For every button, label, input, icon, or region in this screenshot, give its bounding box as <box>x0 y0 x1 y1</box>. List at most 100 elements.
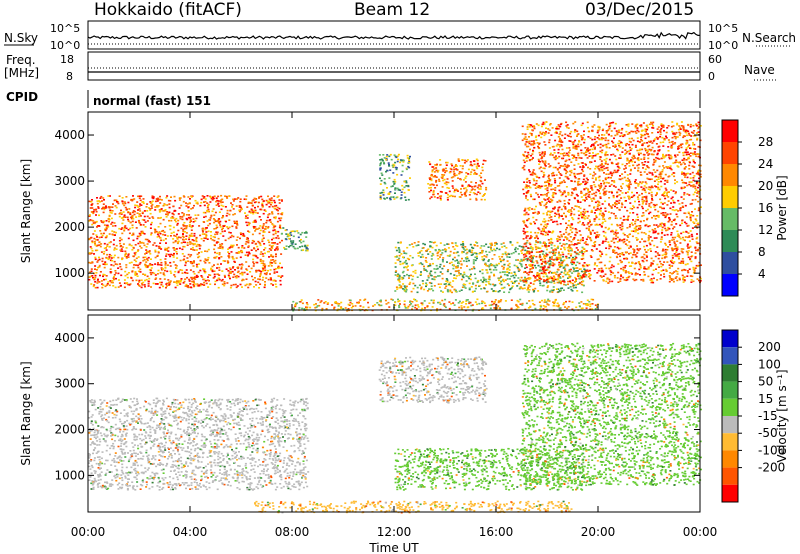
cell <box>96 236 98 238</box>
cell <box>679 127 682 129</box>
cell <box>537 290 540 292</box>
cell <box>403 285 406 287</box>
cell <box>142 198 145 200</box>
cell <box>159 258 162 261</box>
cell <box>594 209 597 211</box>
cell <box>219 226 222 228</box>
cell <box>589 274 592 276</box>
cell <box>292 230 295 232</box>
cell <box>556 302 559 305</box>
cell <box>675 223 678 225</box>
cell <box>131 249 134 251</box>
cell <box>263 286 266 289</box>
cell <box>294 243 297 245</box>
cell <box>625 167 627 169</box>
cell <box>541 201 544 203</box>
cell <box>446 161 449 164</box>
cell <box>539 166 542 169</box>
cell <box>93 253 95 255</box>
cell <box>585 263 588 266</box>
cell <box>587 191 590 194</box>
cell <box>217 218 220 221</box>
cell <box>222 227 224 229</box>
cell <box>599 269 602 272</box>
cell <box>108 207 111 209</box>
cell <box>154 200 157 203</box>
cell <box>574 255 577 258</box>
cell <box>665 131 668 134</box>
cell <box>441 252 444 254</box>
cell <box>425 261 428 263</box>
cell <box>548 300 551 302</box>
cell <box>591 148 594 151</box>
cell <box>437 275 439 277</box>
cell <box>143 259 146 261</box>
cell <box>528 289 531 291</box>
cell <box>611 280 614 283</box>
cell <box>535 192 538 194</box>
cell <box>619 255 621 258</box>
cell <box>325 308 328 310</box>
cell <box>241 274 244 276</box>
cell <box>411 278 414 281</box>
cell <box>524 249 527 252</box>
cell <box>251 242 254 244</box>
cell <box>132 218 135 220</box>
cell <box>100 251 103 253</box>
cell <box>114 286 117 289</box>
cell <box>457 158 460 160</box>
cell <box>449 254 452 256</box>
cell <box>261 204 264 206</box>
cell <box>633 167 636 169</box>
cell <box>445 161 448 164</box>
cell <box>252 258 255 261</box>
cell <box>641 192 643 195</box>
cell <box>267 239 270 242</box>
cell <box>127 283 130 286</box>
cell <box>210 267 213 270</box>
nsky-tick-top: 10^5 <box>50 22 81 35</box>
cell <box>623 176 626 179</box>
cell <box>465 303 468 305</box>
cell <box>224 206 227 208</box>
cell <box>172 205 175 208</box>
cell <box>556 201 559 203</box>
cell <box>202 197 205 199</box>
cell <box>574 258 577 260</box>
cell <box>253 240 255 243</box>
cell <box>648 230 651 233</box>
cell <box>528 242 531 244</box>
cell <box>596 306 599 308</box>
cell <box>538 280 541 282</box>
cell <box>337 308 340 311</box>
cell <box>203 221 206 223</box>
cell <box>196 266 199 268</box>
cell <box>441 277 444 280</box>
cell <box>664 255 667 258</box>
cell <box>156 233 159 236</box>
cell <box>537 227 540 229</box>
cell <box>444 306 447 309</box>
cell <box>151 203 154 206</box>
cell <box>255 255 258 258</box>
cell <box>125 227 128 230</box>
cell <box>566 307 569 310</box>
power-region-2 <box>378 153 411 201</box>
cell <box>513 280 516 283</box>
cell <box>290 244 293 247</box>
freq-tick-bottom: 8 <box>66 70 73 83</box>
cell <box>634 222 637 225</box>
cell <box>663 183 666 185</box>
cell <box>521 133 524 135</box>
cell <box>482 259 485 262</box>
cell <box>530 245 533 248</box>
cell <box>90 283 93 285</box>
cell <box>661 170 664 173</box>
cell <box>582 181 585 183</box>
cell <box>426 270 429 273</box>
cell <box>395 168 398 171</box>
cell <box>533 304 536 306</box>
cell <box>393 182 396 185</box>
cell <box>546 286 549 289</box>
cell <box>260 262 263 264</box>
